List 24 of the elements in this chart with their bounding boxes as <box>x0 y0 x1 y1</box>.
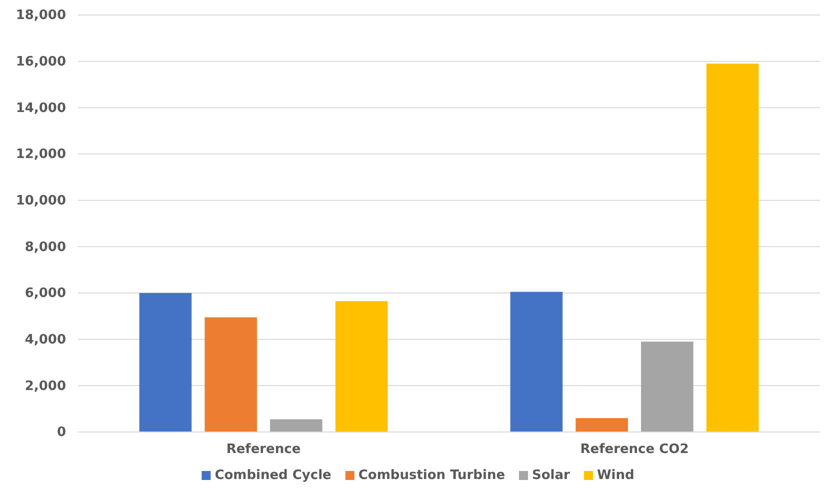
x-tick-label: Reference CO2 <box>580 442 689 458</box>
bar <box>270 419 322 432</box>
bar <box>204 317 257 432</box>
legend-label: Combined Cycle <box>214 468 332 483</box>
y-tick-label: 10,000 <box>16 193 66 208</box>
y-tick-label: 12,000 <box>16 147 66 162</box>
y-tick-label: 2,000 <box>24 378 66 394</box>
y-tick-label: 18,000 <box>16 8 66 24</box>
bar <box>335 301 388 432</box>
legend-label: Wind <box>596 468 634 483</box>
bar <box>139 293 192 432</box>
legend-label: Solar <box>532 468 571 483</box>
y-tick-label: 6,000 <box>24 286 66 302</box>
y-tick-label: 4,000 <box>24 332 66 348</box>
legend-label: Combustion Turbine <box>358 468 506 483</box>
y-tick-label: 16,000 <box>16 54 66 70</box>
bar <box>641 342 694 432</box>
bar <box>510 292 563 432</box>
bar <box>706 64 759 432</box>
y-tick-label: 0 <box>56 425 66 440</box>
x-tick-label: Reference <box>226 442 301 458</box>
y-tick-label: 14,000 <box>16 100 66 116</box>
bar <box>576 418 628 432</box>
y-tick-label: 8,000 <box>24 240 66 255</box>
